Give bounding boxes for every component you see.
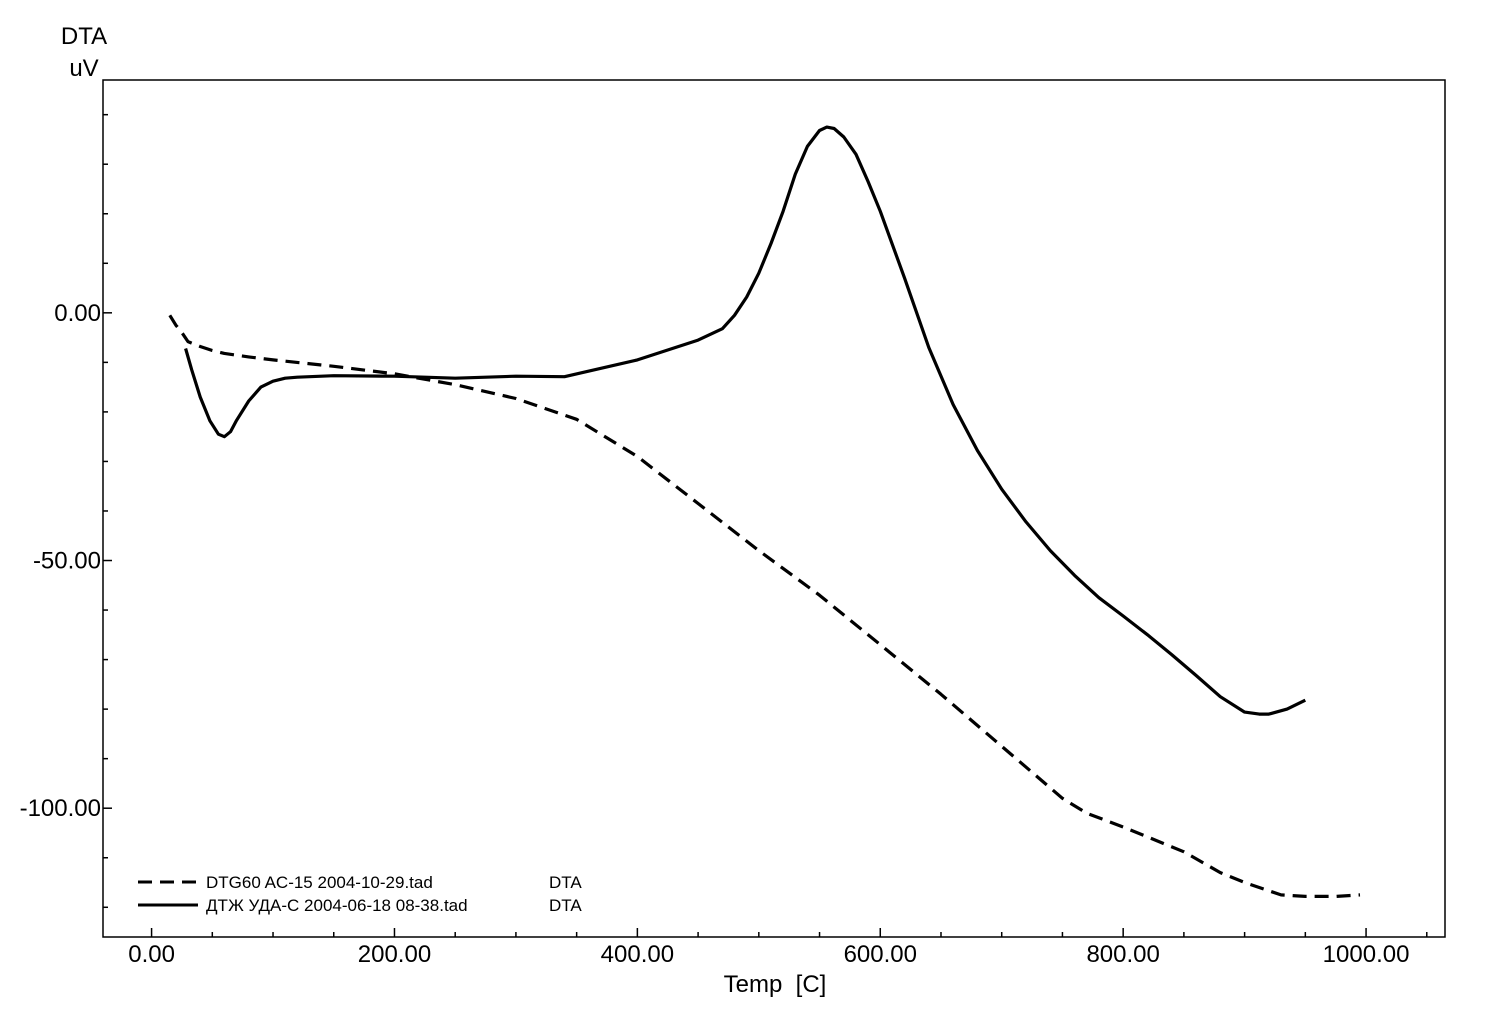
legend-series-name: ДТЖ УДА-С 2004-06-18 08-38.tad xyxy=(206,896,468,915)
y-axis-title: DTA xyxy=(61,23,107,50)
x-tick-label: 200.00 xyxy=(358,941,431,968)
y-axis-unit: uV xyxy=(69,55,98,82)
legend-signal-label: DTA xyxy=(549,873,582,892)
legend: DTG60 AC-15 2004-10-29.tad DTA ДТЖ УДА-С 2… xyxy=(138,873,582,915)
series-layer xyxy=(168,125,1361,898)
x-tick-label: 1000.00 xyxy=(1323,941,1410,968)
legend-series-name: DTG60 AC-15 2004-10-29.tad xyxy=(206,873,433,892)
y-tick-label: -100.00 xyxy=(20,795,101,822)
x-tick-label: 600.00 xyxy=(844,941,917,968)
x-axis-title: Temp [C] xyxy=(724,971,827,998)
y-tick-label: -50.00 xyxy=(33,548,101,575)
axis-ticks xyxy=(103,113,1428,937)
tick-labels: 0.00 200.00 400.00 600.00 800.00 1000.00 0.00 -… xyxy=(20,300,1410,968)
x-tick-label: 800.00 xyxy=(1086,941,1159,968)
series-dtg60-ac15-line xyxy=(168,314,1361,898)
x-tick-label: 400.00 xyxy=(601,941,674,968)
x-tick-label: 0.00 xyxy=(128,941,175,968)
series-dtzh-uda-s-line xyxy=(184,125,1307,716)
y-tick-label: 0.00 xyxy=(54,300,101,327)
plot-frame xyxy=(102,79,1446,938)
legend-signal-label: DTA xyxy=(549,896,582,915)
